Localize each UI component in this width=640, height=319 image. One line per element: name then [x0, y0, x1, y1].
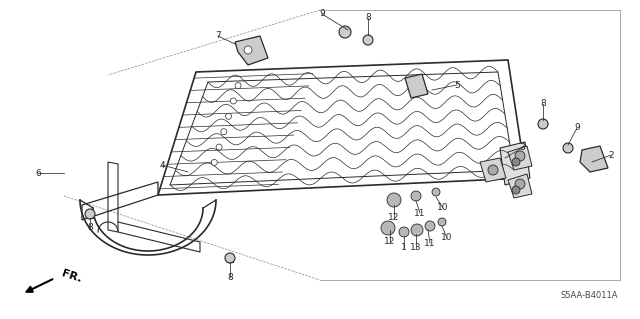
Text: 4: 4: [159, 160, 165, 169]
Circle shape: [411, 191, 421, 201]
Circle shape: [411, 224, 423, 236]
Circle shape: [216, 144, 222, 150]
Polygon shape: [480, 158, 506, 182]
Text: FR.: FR.: [60, 268, 83, 284]
Text: 12: 12: [388, 213, 400, 222]
Circle shape: [488, 165, 498, 175]
Circle shape: [515, 179, 525, 189]
Polygon shape: [500, 142, 530, 185]
Text: 10: 10: [437, 204, 449, 212]
Text: 7: 7: [215, 32, 221, 41]
Circle shape: [399, 227, 409, 237]
Text: 3: 3: [519, 144, 525, 152]
Circle shape: [85, 209, 95, 219]
Circle shape: [381, 221, 395, 235]
Circle shape: [244, 46, 252, 54]
Polygon shape: [405, 74, 428, 98]
Circle shape: [221, 129, 227, 135]
Circle shape: [425, 221, 435, 231]
Circle shape: [225, 253, 235, 263]
Circle shape: [515, 151, 525, 161]
Polygon shape: [508, 146, 532, 170]
Text: 12: 12: [384, 238, 396, 247]
Text: 8: 8: [227, 272, 233, 281]
Circle shape: [512, 186, 520, 194]
Text: 9: 9: [574, 123, 580, 132]
Text: 13: 13: [410, 243, 422, 253]
Text: 11: 11: [414, 209, 426, 218]
Text: 8: 8: [365, 13, 371, 23]
Text: 6: 6: [35, 168, 41, 177]
Circle shape: [211, 160, 218, 166]
Polygon shape: [508, 174, 532, 198]
Circle shape: [235, 83, 241, 89]
Polygon shape: [580, 146, 608, 172]
Text: 8: 8: [87, 224, 93, 233]
Circle shape: [538, 119, 548, 129]
Circle shape: [512, 158, 520, 166]
Circle shape: [230, 98, 236, 104]
Circle shape: [339, 26, 351, 38]
Circle shape: [563, 143, 573, 153]
Text: 5: 5: [454, 80, 460, 90]
Text: 10: 10: [441, 234, 452, 242]
Circle shape: [432, 188, 440, 196]
Circle shape: [363, 35, 373, 45]
Circle shape: [387, 193, 401, 207]
Text: 2: 2: [608, 151, 614, 160]
Text: 9: 9: [319, 10, 325, 19]
Text: 8: 8: [540, 100, 546, 108]
Text: 1: 1: [401, 243, 407, 253]
Polygon shape: [235, 36, 268, 65]
Circle shape: [438, 218, 446, 226]
Text: 11: 11: [424, 239, 436, 248]
Circle shape: [225, 113, 232, 119]
Text: S5AA-B4011A: S5AA-B4011A: [561, 291, 618, 300]
